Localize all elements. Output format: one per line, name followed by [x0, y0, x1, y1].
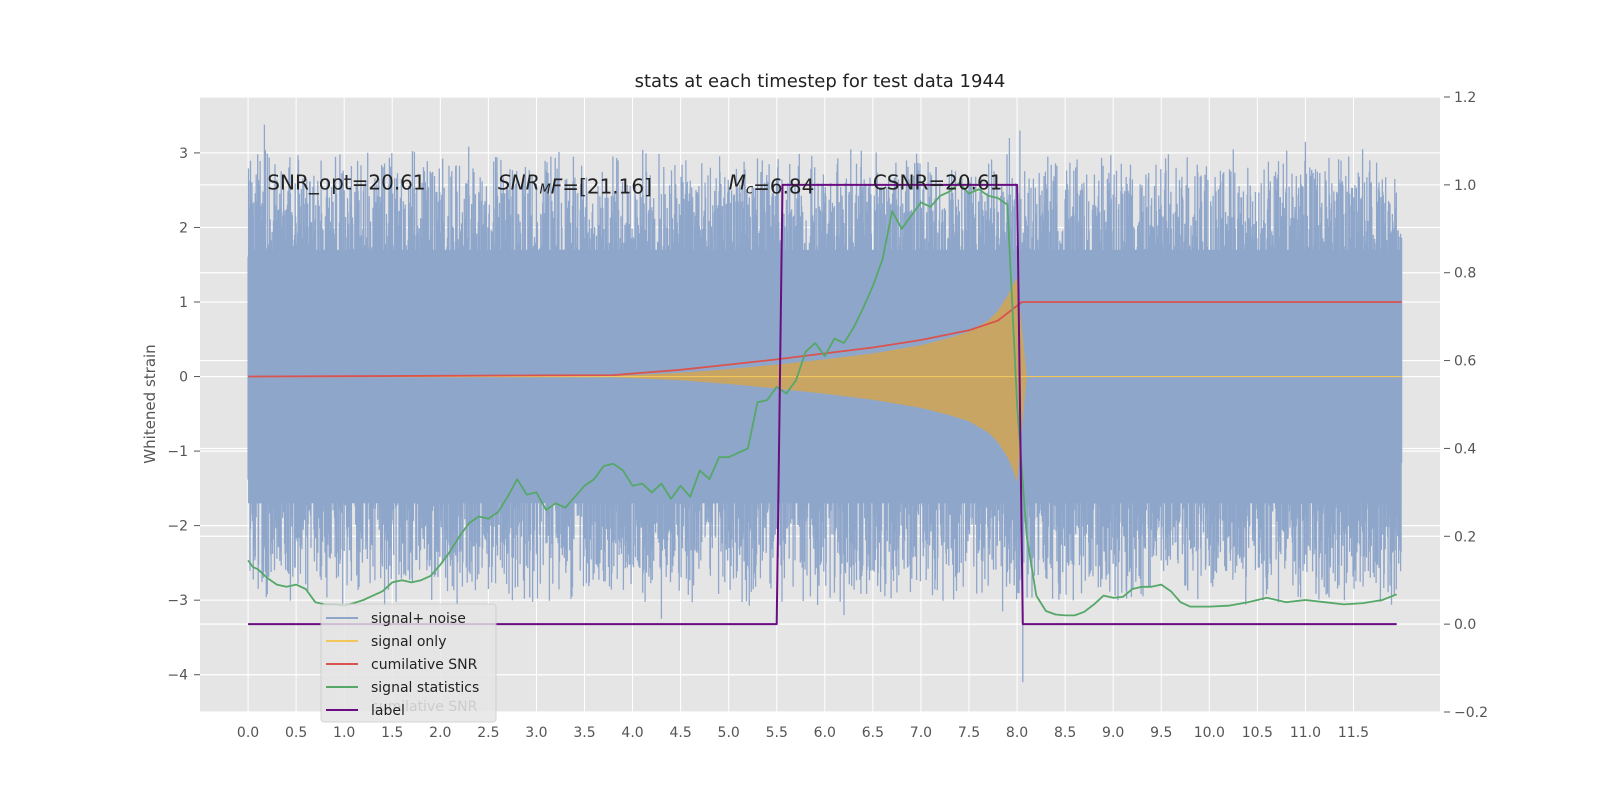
label-line — [248, 183, 1397, 626]
legend-entry: signal+ noise — [371, 611, 466, 627]
legend: cumilative SNR signal+ noise signal only cu… — [320, 603, 497, 723]
y-tick-label: −2 — [167, 519, 188, 535]
y2-tick-label: 0.4 — [1454, 441, 1476, 457]
x-tick-label: 6.0 — [814, 725, 836, 741]
legend-entry: cumilative SNR — [371, 657, 478, 673]
x-tick-label: 5.5 — [766, 725, 788, 741]
x-tick-label: 9.0 — [1102, 725, 1124, 741]
axis-ticks: 0.0 0.5 1.0 1.5 2.0 2.5 3.0 3.5 4.0 4.5 5.0 5.5 6.0 6… — [167, 90, 1488, 741]
annotation-snr-mf: SNRMF=[21.16] — [498, 171, 652, 199]
y-axis-label: Whitened strain — [141, 344, 159, 463]
x-tick-label: 1.5 — [381, 725, 403, 741]
y2-tick-label: 1.2 — [1454, 90, 1476, 106]
annotation-part: =6.84 — [753, 175, 814, 199]
x-tick-label: 6.5 — [862, 725, 884, 741]
legend-entry: label — [371, 703, 405, 719]
y2-tick-label: 0.0 — [1454, 617, 1476, 633]
y-tick-label: −1 — [167, 444, 188, 460]
x-tick-label: 3.5 — [573, 725, 595, 741]
x-tick-label: 0.5 — [285, 725, 307, 741]
annotation-part: SNR_opt=20.61 — [267, 171, 425, 195]
x-tick-label: 8.5 — [1054, 725, 1076, 741]
legend-ghost-text: cumilative SNR — [371, 699, 478, 715]
x-tick-label: 4.5 — [669, 725, 691, 741]
annotation-part: =[21.16] — [562, 175, 652, 199]
y2-tick-label: −0.2 — [1454, 705, 1488, 721]
y-tick-label: 2 — [179, 220, 188, 236]
annotation-part: F — [551, 175, 563, 199]
y-tick-label: 0 — [179, 370, 188, 386]
annotation-mc: Mc=6.84 — [729, 171, 815, 199]
annotation-part: M — [540, 183, 551, 198]
legend-box — [320, 603, 497, 723]
x-tick-label: 8.0 — [1006, 725, 1028, 741]
y-tick-label: 3 — [179, 146, 188, 162]
x-tick-label: 7.0 — [910, 725, 932, 741]
y-tick-label: −3 — [167, 593, 188, 609]
y2-tick-label: 0.6 — [1454, 354, 1476, 370]
signal-only-envelope — [248, 278, 1402, 483]
x-tick-label: 10.0 — [1194, 725, 1225, 741]
y2-tick-label: 1.0 — [1454, 178, 1476, 194]
legend-entry: signal only — [371, 634, 446, 650]
x-tick-label: 4.0 — [621, 725, 643, 741]
annotation-part: CSNR=20.61 — [873, 171, 1003, 195]
y-tick-label: 1 — [179, 295, 188, 311]
y2-tick-label: 0.2 — [1454, 529, 1476, 545]
x-tick-label: 2.0 — [429, 725, 451, 741]
annotation-part: SNR — [498, 171, 540, 195]
annotation-snr-opt: SNR_opt=20.61 — [267, 171, 425, 195]
x-tick-label: 10.5 — [1242, 725, 1273, 741]
x-tick-label: 7.5 — [958, 725, 980, 741]
annotation-part: M — [729, 171, 746, 195]
x-tick-label: 3.0 — [525, 725, 547, 741]
x-tick-label: 0.0 — [237, 725, 259, 741]
signal-statistics-line — [247, 181, 1398, 617]
x-tick-label: 9.5 — [1150, 725, 1172, 741]
y2-tick-label: 0.8 — [1454, 266, 1476, 282]
x-tick-label: 1.0 — [333, 725, 355, 741]
annotation-csnr: CSNR=20.61 — [873, 171, 1003, 195]
annotation-part: c — [746, 183, 753, 198]
legend-entry: signal statistics — [371, 680, 479, 696]
x-tick-label: 11.0 — [1290, 725, 1321, 741]
cumilative-snr-line — [248, 301, 1402, 378]
line-series — [247, 181, 1402, 626]
x-tick-label: 2.5 — [477, 725, 499, 741]
x-tick-label: 5.0 — [718, 725, 740, 741]
chart-title: stats at each timestep for test data 194… — [635, 71, 1006, 92]
annotations: SNR_opt=20.61 SNRMF=[21.16] Mc=6.84 CSNR=20… — [267, 171, 1002, 199]
x-tick-label: 11.5 — [1338, 725, 1369, 741]
y-tick-label: −4 — [167, 668, 188, 684]
